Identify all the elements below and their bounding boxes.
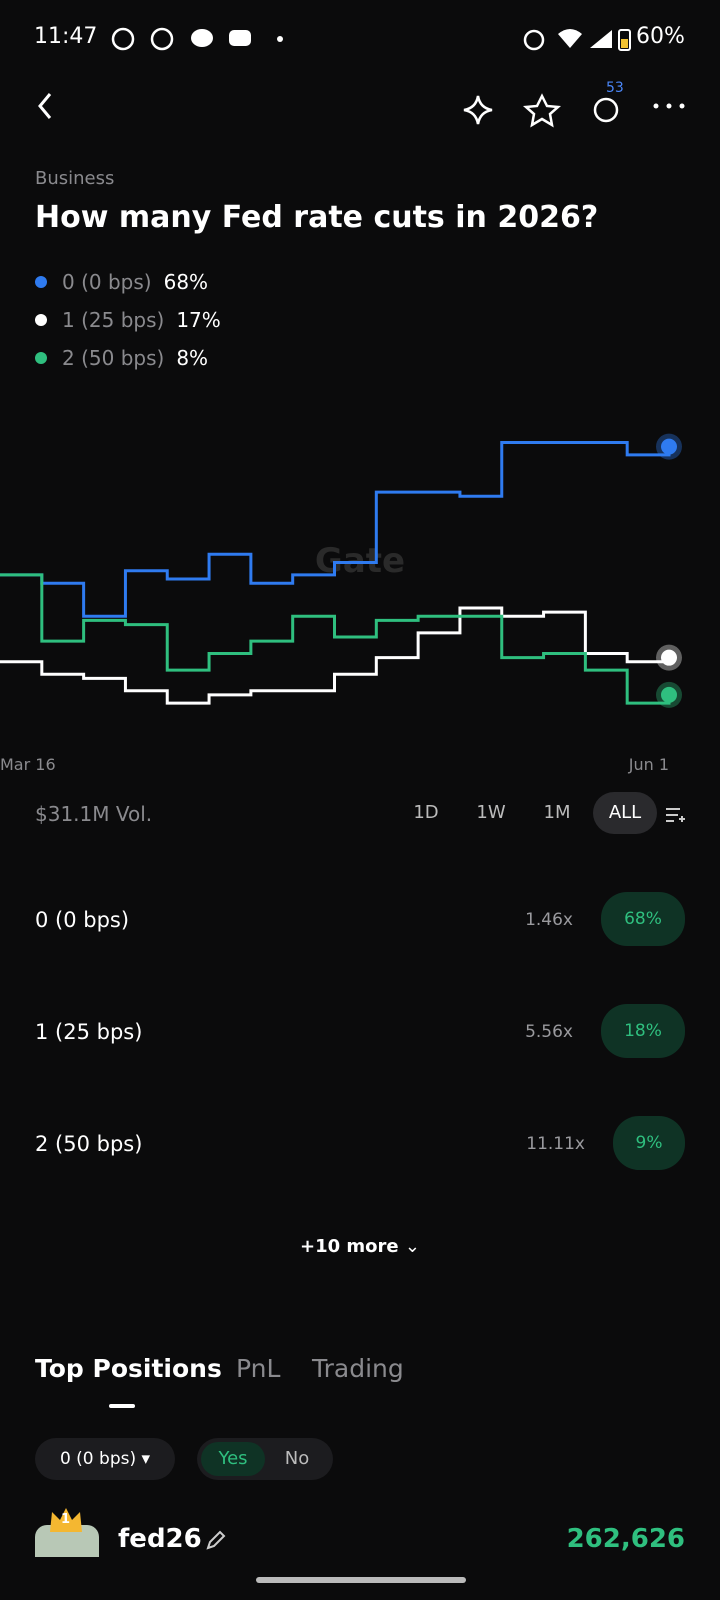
position-amount: 262,626 [566, 1524, 685, 1554]
tab-indicator [109, 1404, 135, 1408]
legend-swatch [35, 352, 47, 364]
market-title: How many Fed rate cuts in 2026? [35, 200, 599, 235]
outcome-price[interactable]: 68% [601, 892, 685, 946]
price-chart: 0 (0 bps) 68%1 (25 bps) 17%2 (50 bps) 8%Gat… [0, 270, 682, 774]
tab[interactable]: PnL [236, 1354, 281, 1383]
edit-icon[interactable] [204, 1528, 228, 1552]
legend-label: 1 (25 bps) [62, 308, 164, 332]
legend-swatch [35, 276, 47, 288]
favorite-button[interactable] [522, 93, 562, 128]
show-more[interactable]: +10 more ⌄ [300, 1236, 420, 1257]
tab[interactable]: Top Positions [35, 1354, 222, 1383]
outcome-multiplier: 11.11x [526, 1134, 585, 1154]
tab[interactable]: Trading [312, 1354, 404, 1383]
status-system-icons [523, 29, 631, 51]
x-tick-label: Jun 1 [628, 755, 669, 774]
series-line [0, 573, 671, 705]
status-icons [111, 27, 283, 51]
ai-button[interactable] [463, 95, 493, 125]
battery-level: 60% [636, 24, 685, 49]
outcome-multiplier: 5.56x [525, 1022, 573, 1042]
x-tick-label: Mar 16 [0, 755, 56, 774]
range-option[interactable]: 1D [413, 802, 439, 823]
outcome-price[interactable]: 18% [601, 1004, 685, 1058]
chevron: ⌄ [404, 1236, 420, 1257]
range-option[interactable]: 1W [476, 802, 506, 823]
outcome-filter[interactable]: 0 (0 bps) ▾ [35, 1438, 175, 1480]
outcome-price[interactable]: 9% [613, 1116, 685, 1170]
rank-number: 1 [61, 1512, 71, 1527]
legend-value: 17% [176, 308, 220, 332]
legend-value: 68% [164, 270, 208, 294]
outcome-name[interactable]: 2 (50 bps) [35, 1132, 143, 1156]
range-option[interactable]: 1M [543, 802, 571, 823]
range-option[interactable]: ALL [593, 792, 657, 834]
side-option[interactable]: No [284, 1448, 310, 1469]
legend-value: 8% [176, 346, 208, 370]
end-point [661, 649, 677, 666]
header-icons [38, 93, 685, 128]
series-line [0, 441, 671, 618]
chart-settings[interactable] [664, 804, 686, 826]
outcome-multiplier: 1.46x [525, 910, 573, 930]
legend-label: 0 (0 bps) [62, 270, 152, 294]
outcome-name[interactable]: 1 (25 bps) [35, 1020, 143, 1044]
position-user[interactable]: fed26 [118, 1524, 202, 1554]
legend-swatch [35, 314, 47, 326]
comment-count: 53 [606, 80, 624, 96]
status-time: 11:47 [34, 24, 98, 49]
side-option[interactable]: Yes [201, 1442, 265, 1476]
outcome-filter-label: 0 (0 bps) [59, 1449, 137, 1469]
market-category: Business [35, 168, 115, 189]
outcome-name[interactable]: 0 (0 bps) [35, 908, 130, 932]
volume: $31.1M Vol. [35, 802, 153, 826]
end-point [661, 686, 677, 703]
series-line [0, 606, 671, 705]
back-button[interactable] [38, 93, 52, 119]
show-more-label: +10 more [300, 1236, 399, 1257]
legend-label: 2 (50 bps) [62, 346, 164, 370]
rank-crown [50, 1508, 82, 1532]
comments-button[interactable] [593, 97, 619, 123]
more-button[interactable] [653, 103, 685, 109]
home-indicator [256, 1577, 466, 1583]
end-point [661, 438, 677, 455]
